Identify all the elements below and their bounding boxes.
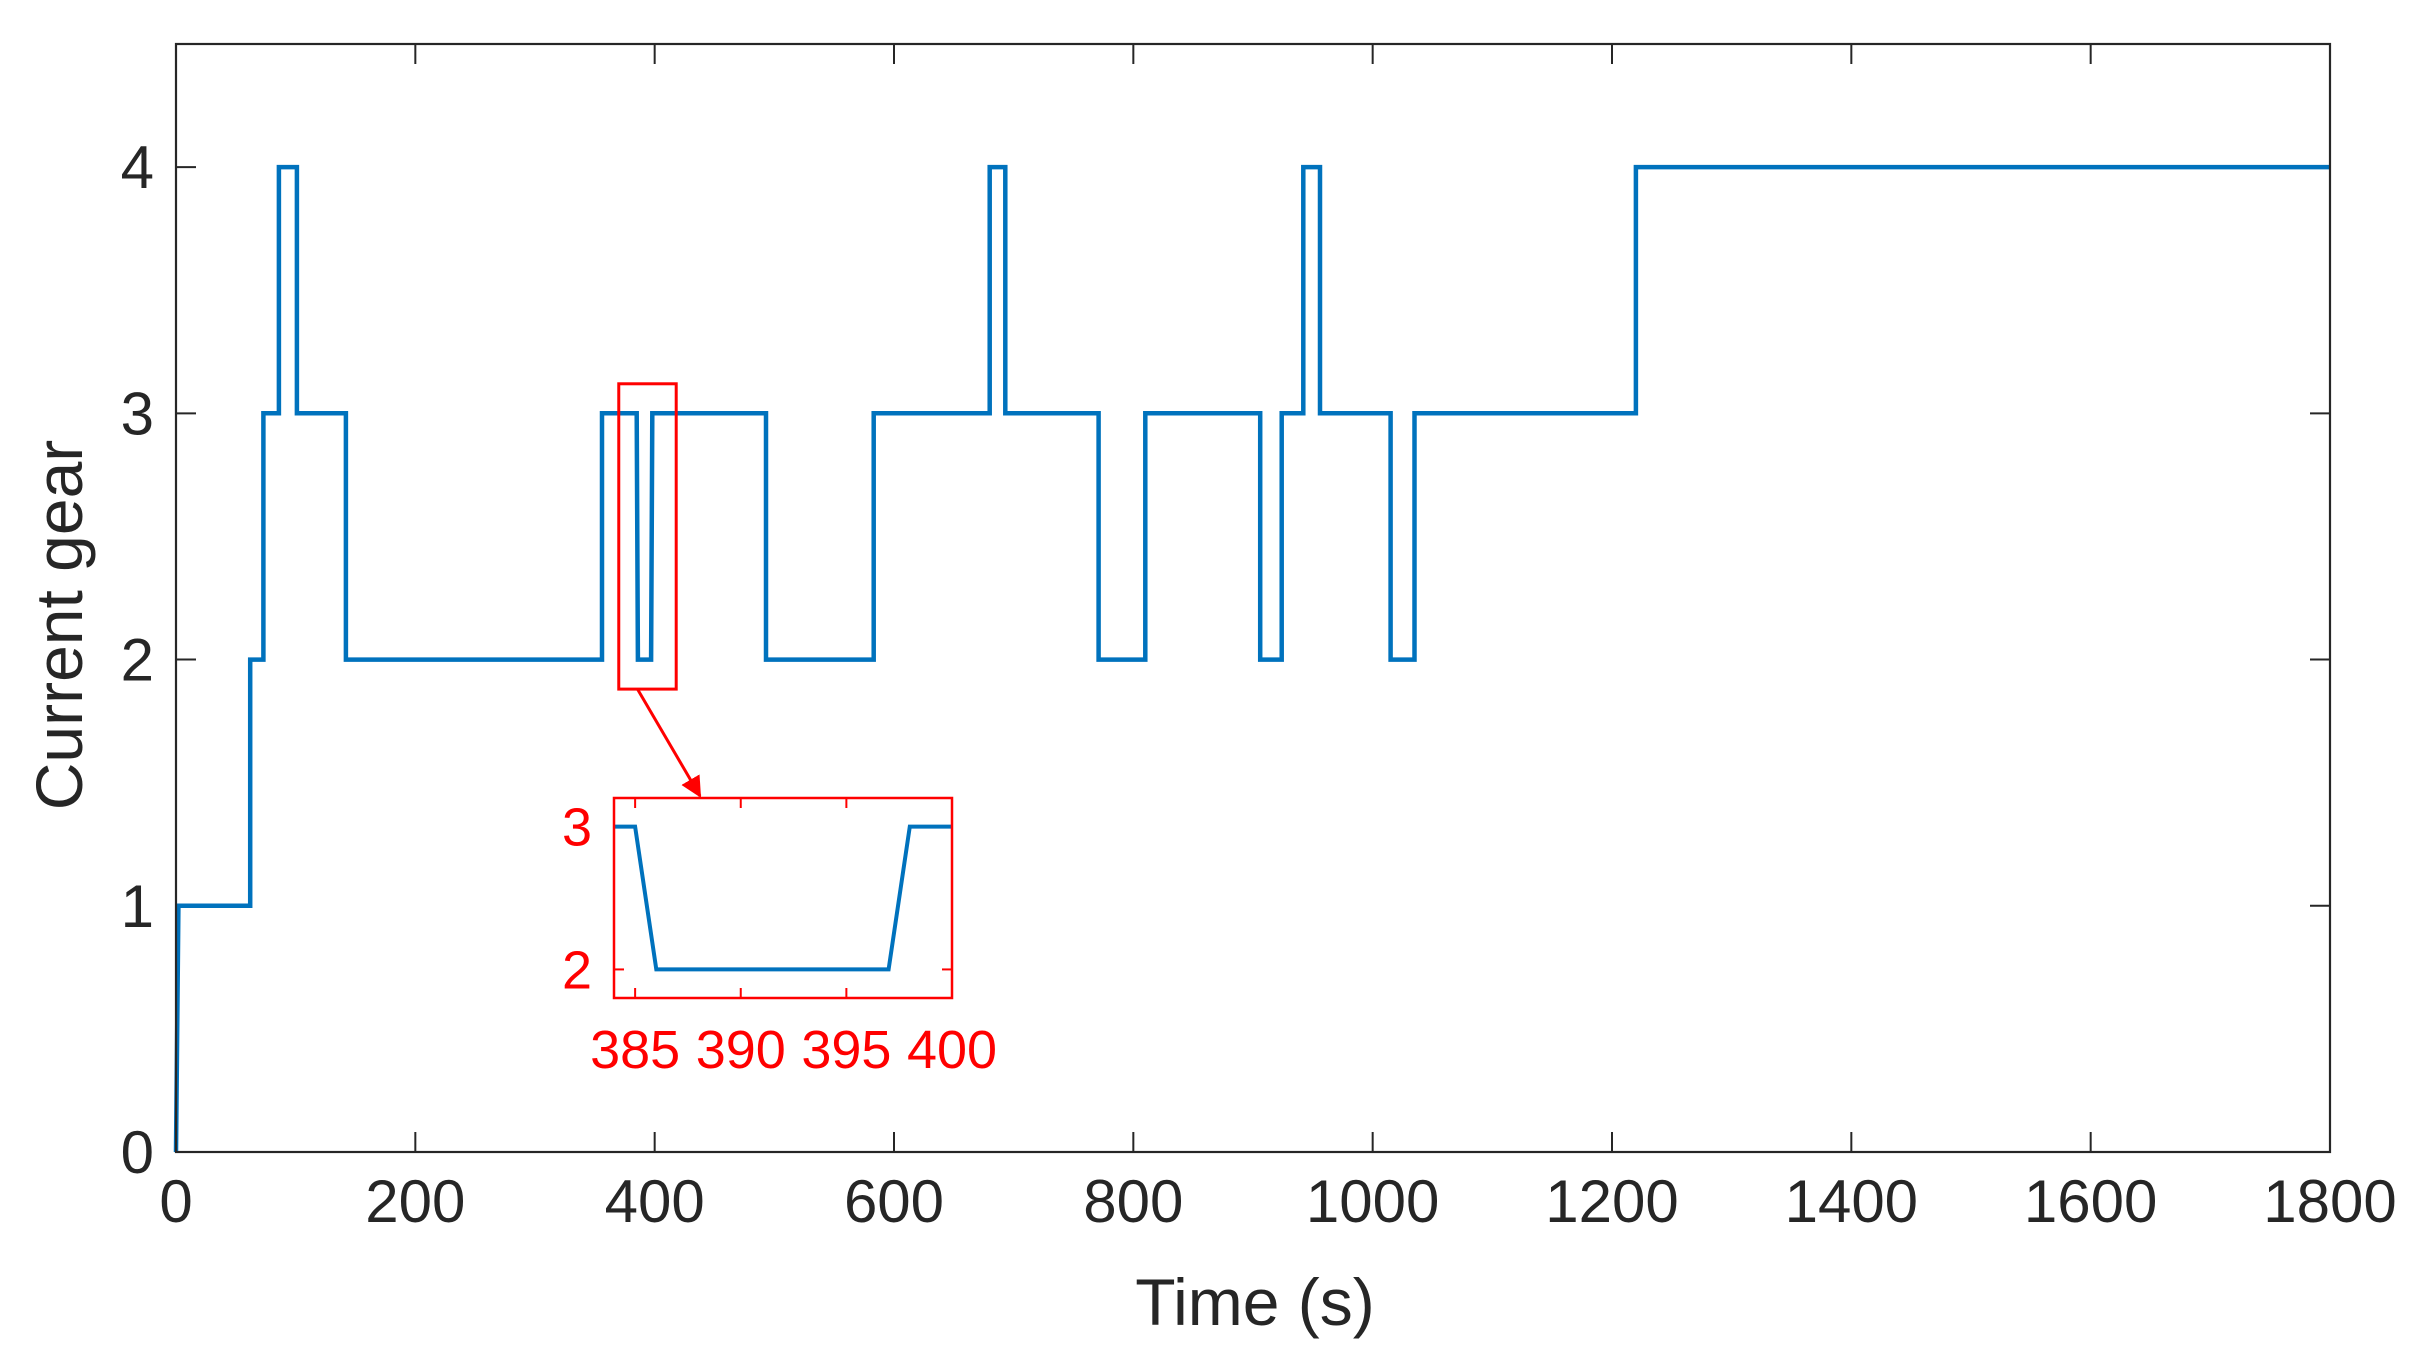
x-tick-label: 1200	[1545, 1168, 1678, 1235]
inset-x-tick-label: 385	[590, 1020, 680, 1080]
x-tick-label: 600	[844, 1168, 944, 1235]
x-tick-label: 200	[365, 1168, 465, 1235]
y-tick-label: 0	[121, 1119, 154, 1186]
x-tick-label: 1800	[2263, 1168, 2396, 1235]
inset-frame	[612, 796, 954, 1000]
x-tick-label: 1000	[1306, 1168, 1439, 1235]
inset-y-tick-label: 2	[562, 940, 592, 1000]
zoom-highlight-box	[617, 382, 678, 691]
inset-x-tick-label: 395	[801, 1020, 891, 1080]
x-tick-label: 800	[1083, 1168, 1183, 1235]
y-tick-label: 2	[121, 627, 154, 694]
axes-frame	[174, 42, 2332, 1154]
y-tick-label: 4	[121, 134, 154, 201]
y-tick-label: 3	[121, 380, 154, 447]
x-tick-label: 0	[159, 1168, 192, 1235]
x-tick-label: 400	[605, 1168, 705, 1235]
gear-series-line	[173, 164, 2330, 1153]
inset-background	[614, 798, 952, 998]
x-axis-title: Time (s)	[1135, 1265, 1375, 1339]
y-tick-label: 1	[121, 873, 154, 940]
inset-x-tick-label: 400	[907, 1020, 997, 1080]
inset-y-tick-label: 3	[562, 798, 592, 858]
zoom-arrow	[636, 688, 702, 798]
y-axis-title: Current gear	[22, 440, 96, 811]
x-tick-label: 1400	[1785, 1168, 1918, 1235]
inset-series-line	[614, 824, 952, 972]
x-tick-label: 1600	[2024, 1168, 2157, 1235]
inset-x-tick-label: 390	[696, 1020, 786, 1080]
